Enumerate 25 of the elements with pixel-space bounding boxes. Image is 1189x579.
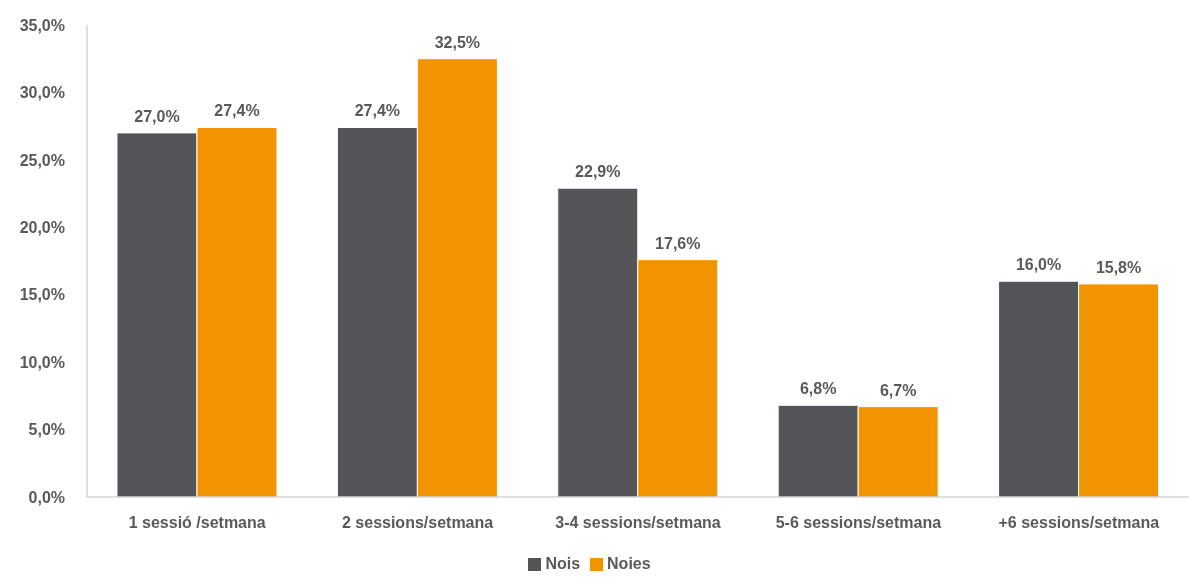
x-tick-label: 5-6 sessions/setmana [775, 514, 942, 532]
data-label: 27,4% [354, 102, 401, 120]
y-tick-label: 25,0% [19, 151, 65, 169]
y-tick-label: 35,0% [19, 16, 65, 34]
legend-label: Noies [607, 555, 651, 572]
y-tick-label: 30,0% [19, 84, 65, 102]
y-tick-label: 20,0% [19, 218, 65, 236]
data-label: 27,0% [134, 107, 180, 125]
x-tick-label: +6 sessions/setmana [998, 514, 1160, 532]
data-label: 32,5% [434, 33, 481, 51]
y-tick-label: 10,0% [19, 353, 65, 371]
y-tick-label: 5,0% [28, 421, 65, 439]
x-tick-label: 1 sessió /setmana [128, 514, 266, 532]
legend-label: Nois [545, 555, 581, 572]
x-tick-label: 2 sessions/setmana [342, 514, 494, 532]
y-tick-label: 15,0% [19, 286, 65, 304]
x-tick-label: 3-4 sessions/setmana [555, 514, 721, 532]
data-label: 6,7% [879, 381, 917, 399]
data-label: 16,0% [1015, 256, 1062, 274]
data-label: 22,9% [575, 163, 621, 181]
data-label: 17,6% [655, 234, 701, 252]
data-label: 15,8% [1095, 258, 1142, 276]
y-tick-label: 0,0% [28, 488, 65, 506]
data-label: 27,4% [214, 102, 260, 120]
data-label: 6,8% [799, 380, 837, 398]
